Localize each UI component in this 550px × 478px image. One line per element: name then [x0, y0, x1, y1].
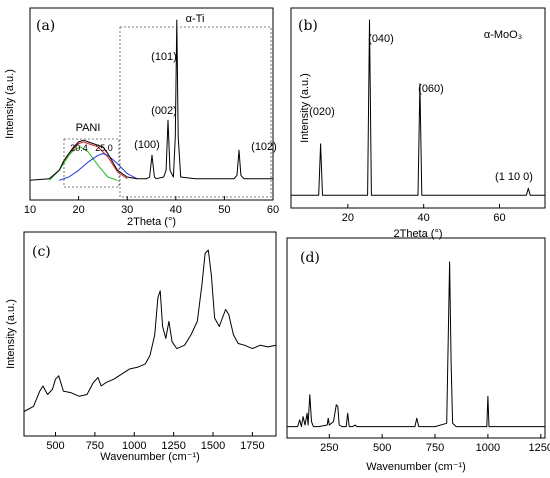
x-tick-label: 1250 — [161, 440, 185, 452]
panel-label: (a) — [36, 18, 55, 34]
series-line — [23, 249, 277, 412]
x-axis-label: Wavenumber (cm⁻¹) — [100, 451, 200, 463]
pani-label: PANI — [76, 122, 101, 134]
plot-frame — [286, 237, 546, 439]
peak-label: (020) — [309, 106, 335, 118]
panel-label: (b) — [298, 18, 318, 34]
x-tick-label: 500 — [46, 440, 64, 452]
x-tick-label: 30 — [121, 204, 133, 216]
x-axis-label: 2Theta (°) — [127, 216, 176, 228]
x-tick-label: 20 — [342, 212, 354, 224]
series-line — [49, 146, 118, 181]
panel-c: 500 750 1000 1250 1500 1750 Wavenumber (cm⁻¹) I… — [5, 231, 277, 463]
x-tick-label: 20 — [72, 204, 84, 216]
x-tick-label: 10 — [24, 204, 36, 216]
x-tick-label: 1500 — [201, 440, 225, 452]
x-tick-label: 750 — [86, 440, 104, 452]
x-tick-label: 750 — [426, 442, 444, 454]
peak-label: (1 10 0) — [495, 171, 533, 183]
series-line — [59, 153, 138, 181]
peak-label: (002) — [151, 105, 177, 117]
series-line — [49, 141, 128, 180]
peak-label: (100) — [134, 139, 160, 151]
x-tick-label: 500 — [373, 442, 391, 454]
plot-frame — [23, 231, 277, 437]
panel-label: (c) — [32, 244, 51, 260]
x-axis-label: Wavenumber (cm⁻¹) — [366, 461, 466, 473]
plot-frame — [290, 7, 546, 209]
x-tick-label: 50 — [218, 204, 230, 216]
peak-label: (040) — [368, 33, 394, 45]
y-axis-label: Intensity (a.u.) — [4, 69, 16, 139]
x-tick-label: 1750 — [240, 440, 264, 452]
x-axis-label: 2Theta (°) — [393, 228, 442, 240]
phase-label: α-MoO₃ — [484, 29, 522, 41]
x-tick-label: 1000 — [122, 440, 146, 452]
panel-d: 250 500 750 1000 1250 Wavenumber (cm⁻¹) (d) — [286, 237, 550, 473]
alpha-ti-region-box — [119, 26, 272, 198]
x-tick-label: 250 — [320, 442, 338, 454]
phase-label: α-Ti — [186, 13, 205, 25]
y-axis-label: Intensity (a.u.) — [5, 299, 17, 369]
x-tick-label: 1000 — [476, 442, 500, 454]
pani-region-box — [63, 138, 120, 188]
panel-label: (d) — [300, 250, 320, 266]
x-tick-label: 1250 — [529, 442, 550, 454]
peak-label: (101) — [151, 51, 177, 63]
peak-label: (102) — [251, 141, 277, 153]
peak-label: (060) — [418, 83, 444, 95]
x-tick-label: 40 — [418, 212, 430, 224]
pani-peak-label: 25.0 — [95, 143, 113, 153]
x-tick-label: 60 — [267, 204, 279, 216]
series-line — [287, 261, 545, 428]
panel-b: 20 40 60 2Theta (°) Intensity (a.u.) (b) α-MoO… — [290, 7, 546, 240]
y-axis-label: Intensity (a.u.) — [299, 73, 311, 143]
pani-peak-label: 20.4 — [70, 143, 88, 153]
panel-a: 10 20 30 40 50 60 2Theta (°) Intensity (a.u.) (a… — [4, 7, 279, 228]
series-line — [29, 19, 273, 181]
plot-frame — [29, 7, 274, 201]
series-line — [291, 19, 545, 196]
x-tick-label: 60 — [493, 212, 505, 224]
x-tick-label: 40 — [170, 204, 182, 216]
